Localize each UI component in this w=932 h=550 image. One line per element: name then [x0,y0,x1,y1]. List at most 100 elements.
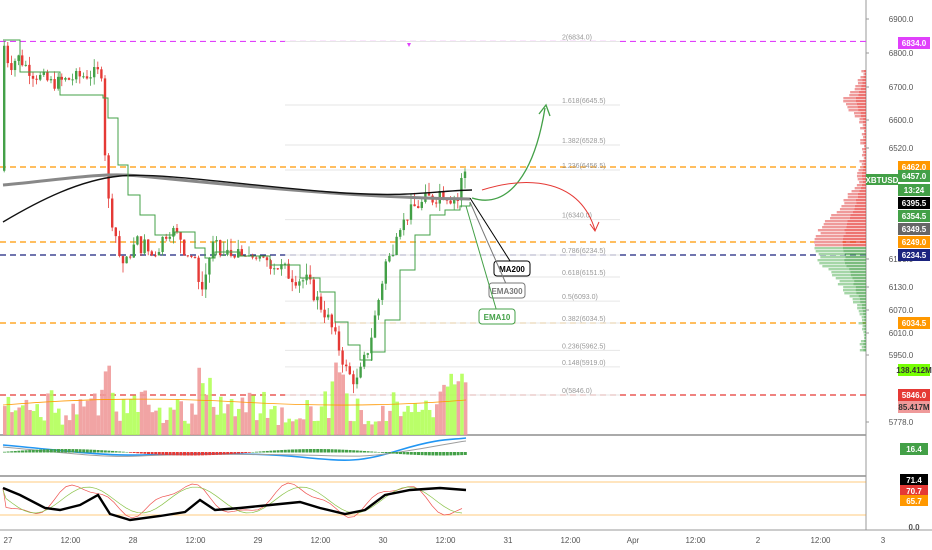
candle-body [298,281,300,285]
indicator1-histogram-bar [352,450,355,452]
candle-body [381,284,383,300]
volume-bar [428,410,432,435]
candle-body [28,65,30,76]
candle-body [417,206,419,208]
volume-bar [305,400,309,435]
volume-profile-bar [856,289,866,291]
volume-bar [61,425,65,435]
volume-profile-bar [847,223,866,225]
candle-body [100,69,102,78]
indicator2-value: 65.7 [906,497,922,506]
indicator1-histogram-bar [453,452,456,455]
candle-body [399,230,401,237]
fib-label: 0.786(6234.5) [562,248,606,255]
candle-body [277,268,279,269]
candle-body [291,279,293,282]
volume-profile-bar [848,196,858,198]
volume-profile-bar [864,316,866,318]
indicator1-histogram-bar [359,451,362,453]
volume-profile-bar [865,130,866,132]
volume-bar [388,411,392,435]
indicator1-histogram-bar [3,452,6,453]
volume-bar [104,371,108,435]
volume-profile-bar [847,106,857,108]
volume-bar [435,404,439,435]
indicator1-histogram-bar [50,449,53,452]
volume-bar [133,396,137,435]
volume-profile-bar [865,124,866,126]
marker-triangle-icon [407,43,411,47]
volume-bar [122,399,126,435]
volume-bar [223,413,227,435]
candle-body [435,202,437,203]
volume-bar [71,404,75,435]
candle-body [316,297,318,301]
indicator1-histogram-bar [190,452,193,455]
time-axis[interactable]: 27 12:00 28 12:00 29 12:00 30 12:00 31 12:00 Apr 12… [4,536,886,545]
ma-label-connector [466,206,497,312]
indicator1-histogram-bar [313,449,316,452]
volume-profile-bar [850,214,866,216]
volume-profile-bar [858,79,863,81]
price-tick-label: 6900.0 [889,15,914,24]
volume-profile-bar [863,139,866,141]
volume-profile-bar [861,88,866,90]
volume-bar [424,401,428,435]
candle-body [460,178,462,200]
candle-body [118,236,120,256]
indicator1-line [3,441,466,456]
volume-bar [57,409,61,435]
candle-body [331,315,333,328]
volume-bar [421,410,425,435]
volume-profile-bar [860,127,863,129]
indicator1-histogram-bar [284,450,287,453]
indicator1-histogram-bar [143,452,146,454]
volume-bar [464,382,468,435]
candle-body [57,77,59,89]
indicator1-histogram-bar [86,449,89,452]
volume-profile-bar [859,295,866,297]
volume-profile-bar [855,88,861,90]
indicator1-value: 16.4 [906,445,922,454]
indicator1-histogram-bar [406,452,409,455]
indicator1-histogram-bar [287,450,290,453]
volume-profile-bar [862,172,866,174]
volume-profile-bar [850,91,859,93]
indicator1-histogram-bar [32,450,35,453]
indicator1-histogram-bar [21,450,24,452]
volume-bar [320,406,324,435]
volume-bar [410,412,414,435]
candle-body [237,249,239,257]
fib-label: 1.618(6645.5) [562,98,606,105]
fib-label: 0.382(6034.5) [562,316,606,323]
volume-profile-bar [863,124,865,126]
volume-bar [140,392,144,435]
indicator1-histogram-bar [298,449,301,452]
volume-profile-bar [860,166,863,168]
time-tick-label: 30 [379,536,388,545]
indicator1-histogram-bar [111,451,114,453]
candle-body [3,46,5,171]
volume-profile-bar [865,136,866,138]
candle-body [21,55,23,65]
volume-profile-bar [863,121,866,123]
indicator1-histogram-bar [331,449,334,452]
candle-body [154,255,156,256]
indicator1-histogram-bar [309,449,312,452]
volume-profile-bar [863,166,866,168]
time-tick-label: Apr [627,536,640,545]
volume-profile-bar [862,307,866,309]
indicator1-histogram-bar [68,449,71,452]
volume-profile-bar [851,274,866,276]
volume-bar [97,415,101,435]
volume-profile-bar [852,277,866,279]
candle-body [93,67,95,77]
volume-bar [313,421,317,435]
candle-body [86,76,88,78]
volume-profile-bar [861,85,866,87]
volume-profile-bar [856,292,866,294]
volume-bar [374,422,378,435]
volume-profile-bar [862,154,864,156]
volume-profile-bar [859,310,863,312]
